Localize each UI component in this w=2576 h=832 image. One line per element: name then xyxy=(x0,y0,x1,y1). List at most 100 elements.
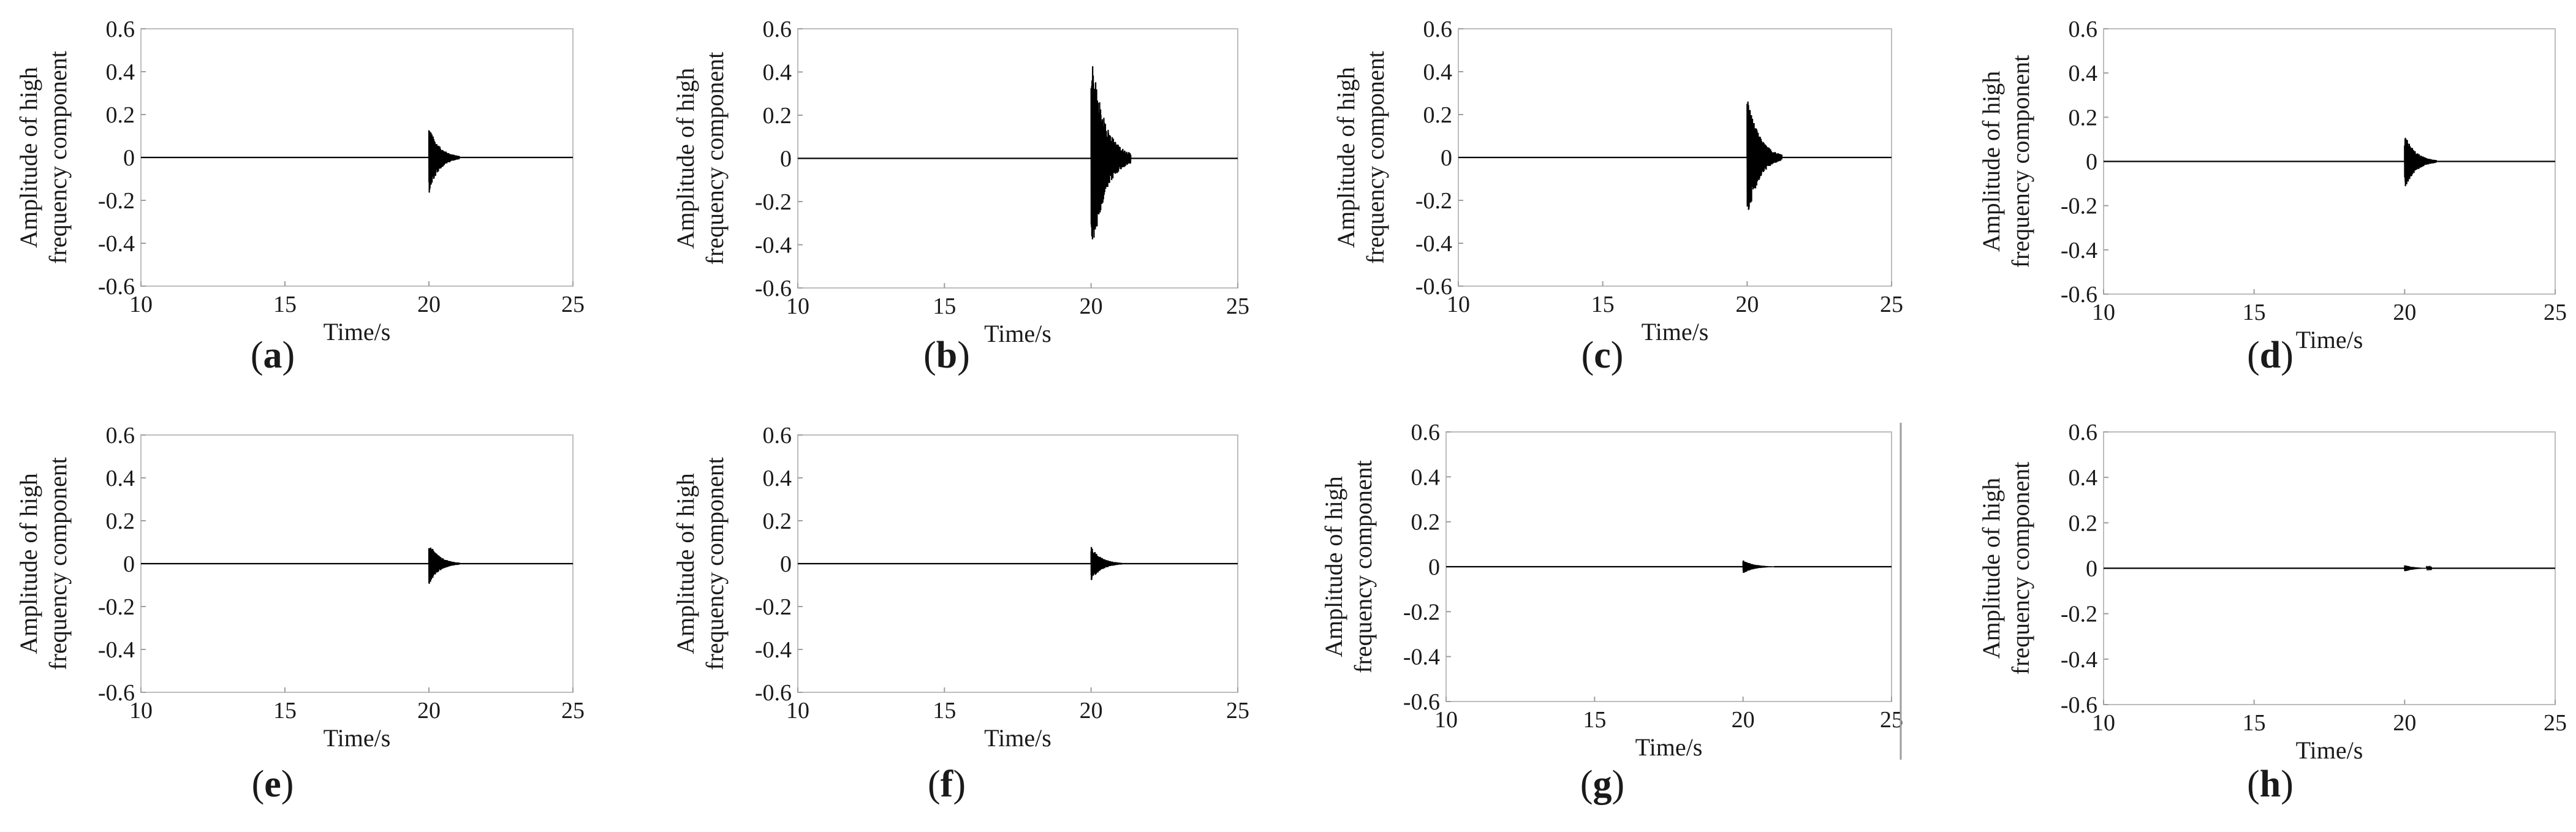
y-tick-label: 0 xyxy=(123,551,135,577)
y-tick-label: -0.6 xyxy=(1403,689,1440,715)
x-tick-label: 25 xyxy=(2544,710,2567,736)
y-axis-label-line1: Amplitude of high xyxy=(15,473,42,654)
panel-label: (e) xyxy=(252,763,294,805)
y-tick-label: 0.4 xyxy=(1423,59,1453,85)
y-tick-label: 0.2 xyxy=(763,103,792,129)
series-line-a xyxy=(141,130,573,193)
y-tick-label: 0.2 xyxy=(106,102,135,128)
y-tick-label: -0.4 xyxy=(98,231,135,257)
y-tick-label: -0.6 xyxy=(1415,274,1452,300)
x-tick-label: 25 xyxy=(1880,292,1903,317)
y-axis-label-line2: frequency component xyxy=(1362,51,1389,264)
panel-label: (h) xyxy=(2247,763,2294,805)
y-tick-label: -0.2 xyxy=(2061,194,2097,219)
x-tick-label: 20 xyxy=(2393,300,2416,325)
y-tick-label: -0.4 xyxy=(1415,231,1452,257)
x-tick-label: 20 xyxy=(1732,707,1755,733)
chart-panel-e: 0.6 0.4 0.2 0 -0.2 -0.4 -0.610 15 20 25 Time/s Ampl… xyxy=(15,423,585,805)
y-tick-label: 0.6 xyxy=(1411,420,1441,445)
y-tick-label: 0.6 xyxy=(106,423,135,448)
series-line-d xyxy=(2104,137,2555,186)
y-tick-label: -0.2 xyxy=(2061,602,2097,627)
series-line-f xyxy=(798,546,1238,580)
y-axis-label-line2: frequency component xyxy=(701,52,729,265)
x-tick-label: 10 xyxy=(1447,292,1470,317)
y-tick-label: 0.2 xyxy=(2069,105,2098,130)
x-axis-label: Time/s xyxy=(324,724,391,752)
x-tick-label: 25 xyxy=(2544,300,2567,325)
y-tick-label: 0.6 xyxy=(2069,420,2098,445)
panel-label: (d) xyxy=(2247,335,2294,376)
panel-label: (c) xyxy=(1582,335,1624,376)
y-tick-label: -0.2 xyxy=(755,594,792,620)
x-tick-label: 15 xyxy=(2243,300,2266,325)
y-tick-label: 0 xyxy=(780,146,792,172)
y-tick-label: -0.6 xyxy=(98,274,135,300)
x-tick-label: 20 xyxy=(1080,293,1103,319)
x-axis-label: Time/s xyxy=(2296,326,2363,354)
x-tick-label: 15 xyxy=(1583,707,1606,733)
x-tick-label: 20 xyxy=(1080,698,1103,724)
y-tick-label: -0.2 xyxy=(1403,599,1440,625)
y-tick-label: 0 xyxy=(780,551,792,577)
y-tick-label: 0.6 xyxy=(763,423,792,448)
y-tick-label: -0.6 xyxy=(755,276,792,301)
x-axis-label: Time/s xyxy=(984,320,1051,347)
y-tick-label: 0.4 xyxy=(106,59,135,85)
x-tick-label: 20 xyxy=(417,292,441,317)
y-tick-label: -0.6 xyxy=(98,680,135,706)
x-tick-label: 10 xyxy=(786,698,809,724)
chart-panel-c: 0.6 0.4 0.2 0 -0.2 -0.4 -0.610 15 20 25 Time/s Ampl… xyxy=(1332,17,1903,376)
panel-label: (b) xyxy=(923,335,970,376)
x-axis-label: Time/s xyxy=(324,318,391,346)
y-axis-label-line1: Amplitude of high xyxy=(15,67,42,248)
y-tick-label: 0 xyxy=(1441,145,1452,171)
x-tick-label: 10 xyxy=(1434,707,1458,733)
x-tick-label: 10 xyxy=(2092,300,2115,325)
y-axis-label-line1: Amplitude of high xyxy=(672,68,699,249)
y-axis-label-line2: frequency component xyxy=(701,457,729,670)
x-tick-label: 10 xyxy=(129,698,153,724)
y-tick-label: -0.4 xyxy=(98,637,135,663)
y-tick-label: 0.2 xyxy=(1411,510,1441,535)
x-tick-label: 10 xyxy=(129,292,153,317)
y-tick-label: 0.2 xyxy=(2069,510,2098,536)
y-axis-label-line1: Amplitude of high xyxy=(1977,478,2005,659)
y-tick-label: 0.4 xyxy=(2069,465,2098,491)
x-tick-label: 15 xyxy=(933,698,956,724)
x-tick-label: 15 xyxy=(273,698,297,724)
y-tick-label: -0.4 xyxy=(755,233,792,259)
y-tick-label: 0.6 xyxy=(763,17,792,42)
y-tick-label: 0 xyxy=(123,145,135,171)
y-tick-label: 0.2 xyxy=(1423,102,1453,128)
series-line-g xyxy=(1446,560,1892,573)
y-tick-label: -0.4 xyxy=(755,637,792,663)
series-line-e xyxy=(141,547,573,584)
chart-panel-b: 0.6 0.4 0.2 0 -0.2 -0.4 -0.610 15 20 25 Time/s Ampl… xyxy=(672,17,1249,376)
x-tick-label: 25 xyxy=(1880,707,1903,733)
y-tick-label: -0.6 xyxy=(2061,282,2097,308)
y-tick-label: -0.2 xyxy=(1415,188,1452,214)
series-line-h xyxy=(2104,565,2555,572)
y-axis-label-line2: frequency component xyxy=(1349,460,1377,673)
x-tick-label: 25 xyxy=(1226,698,1249,724)
chart-panel-a: 0.6 0.4 0.2 0 -0.2 -0.4 -0.610 15 20 25 Time/s Ampl… xyxy=(15,17,585,376)
y-axis-label-line1: Amplitude of high xyxy=(1977,71,2005,252)
x-tick-label: 15 xyxy=(2243,710,2266,736)
y-tick-label: 0.4 xyxy=(1411,464,1441,490)
y-axis-label-line2: frequency component xyxy=(2007,55,2034,268)
series-line-b xyxy=(798,66,1238,240)
x-tick-label: 20 xyxy=(2393,710,2416,736)
x-tick-label: 20 xyxy=(417,698,441,724)
y-tick-label: -0.2 xyxy=(98,594,135,620)
y-tick-label: 0.2 xyxy=(763,509,792,534)
y-axis-label-line2: frequency component xyxy=(44,457,72,670)
y-tick-label: 0 xyxy=(2086,556,2097,582)
y-tick-label: 0 xyxy=(1428,554,1440,580)
x-axis-label: Time/s xyxy=(1635,733,1703,761)
y-axis-label-line1: Amplitude of high xyxy=(672,473,699,654)
y-axis-label-line2: frequency component xyxy=(44,51,72,264)
x-tick-label: 20 xyxy=(1735,292,1759,317)
y-tick-label: 0.6 xyxy=(106,17,135,42)
x-axis-label: Time/s xyxy=(984,724,1051,752)
